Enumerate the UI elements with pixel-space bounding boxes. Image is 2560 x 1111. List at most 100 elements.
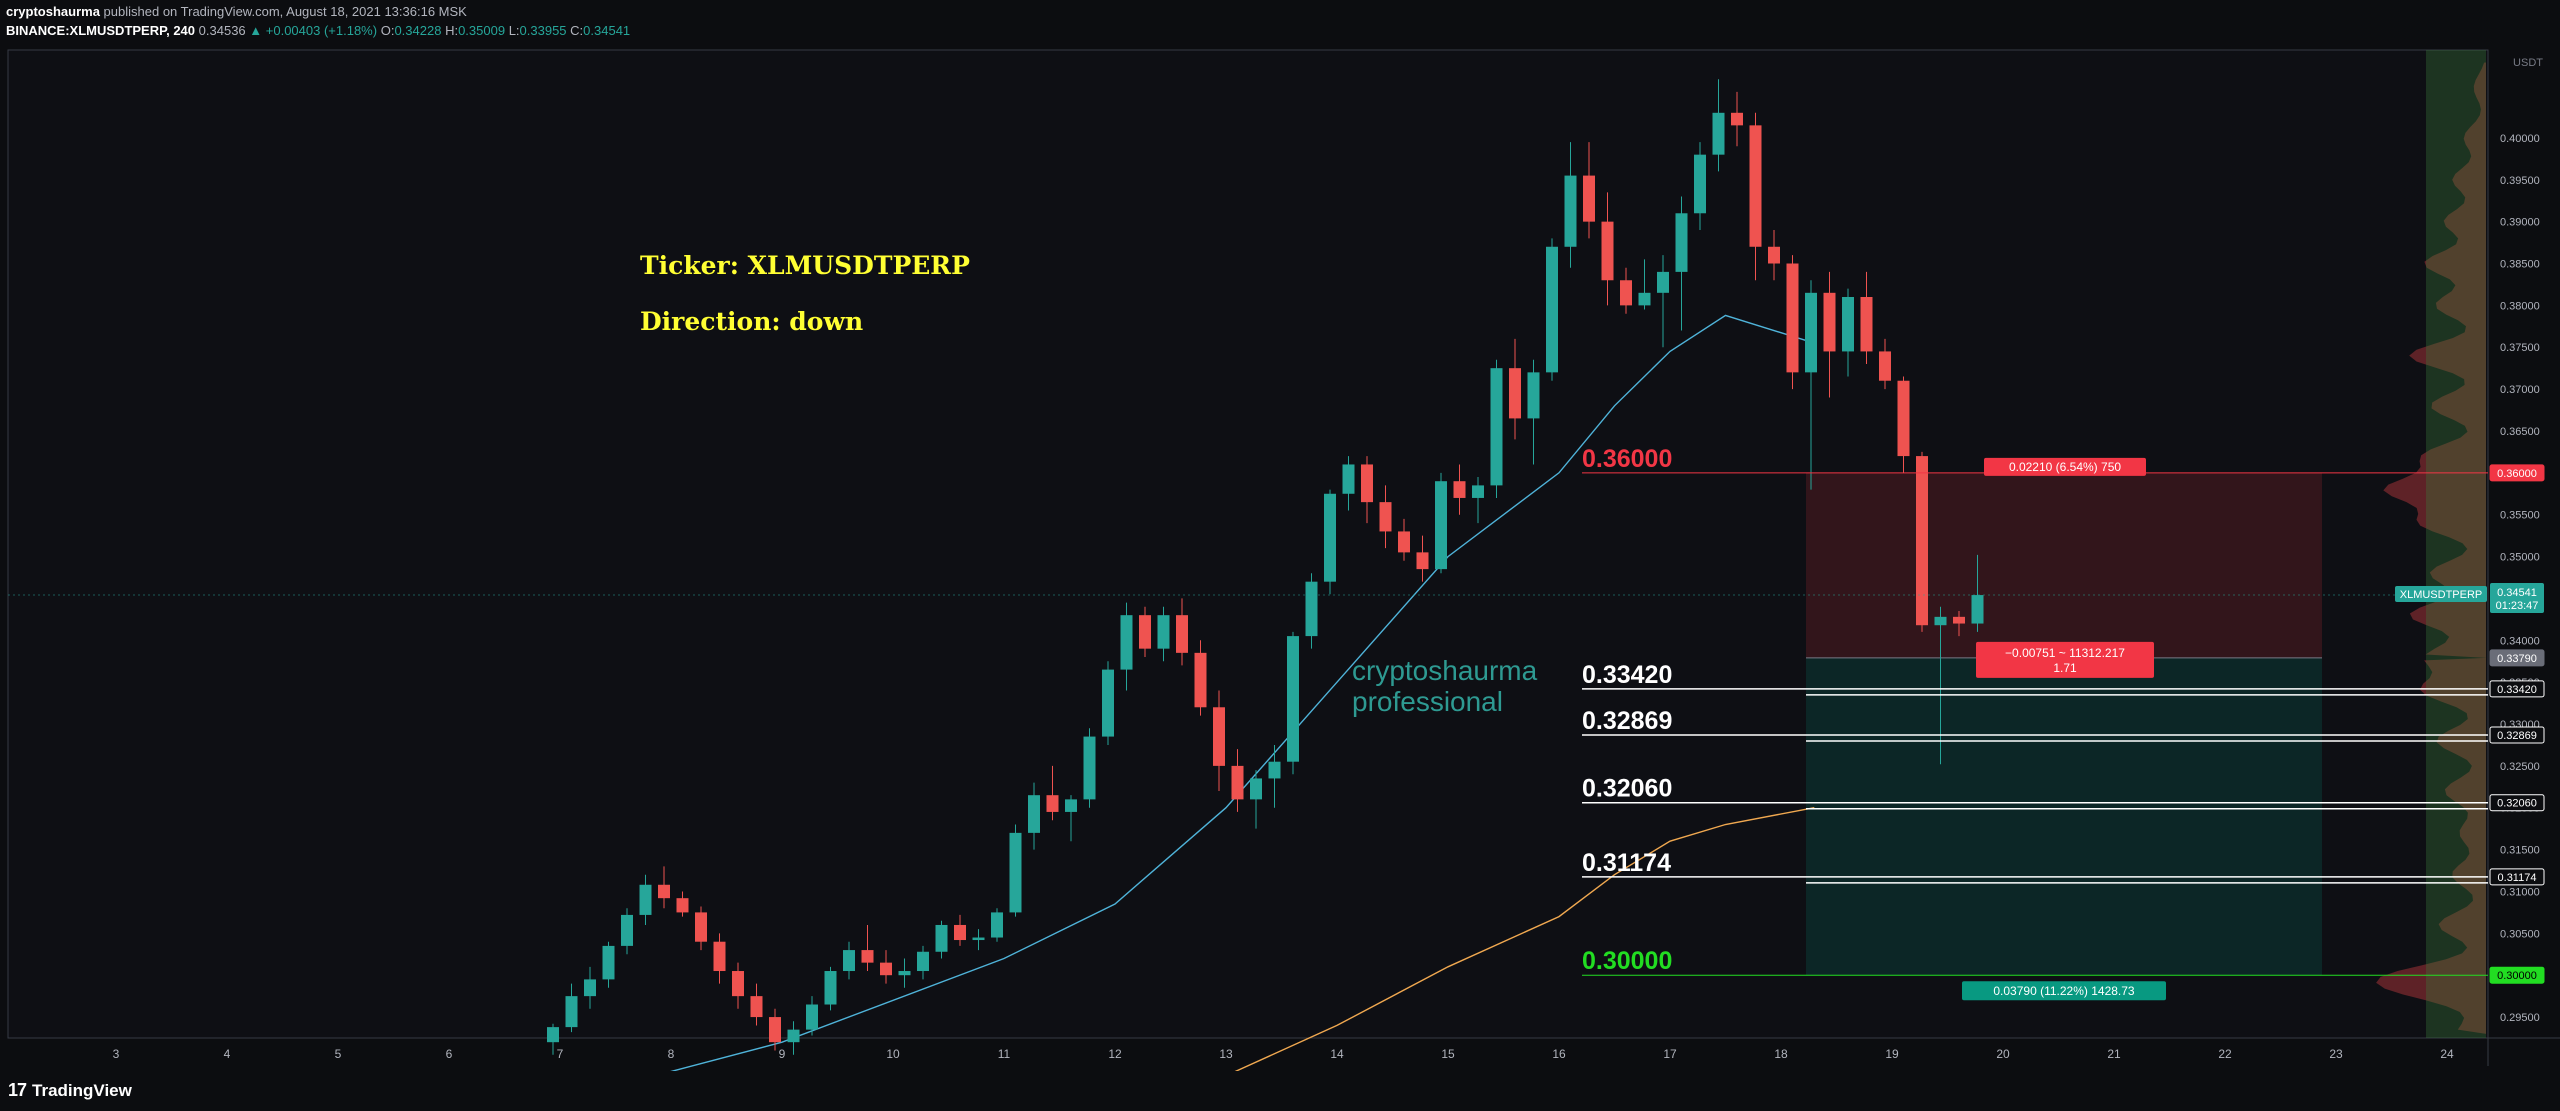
candle-body[interactable] — [1324, 493, 1336, 582]
candle-body[interactable] — [713, 941, 726, 972]
candle-body[interactable] — [1065, 799, 1077, 812]
candle-body[interactable] — [1213, 707, 1225, 766]
current-symbol-tag[interactable] — [2395, 585, 2487, 602]
candle-body[interactable] — [1176, 615, 1188, 653]
price-chart[interactable]: 0.36000 0.33420 0.32869 0.32060 0.31174 0.300… — [0, 44, 2560, 1071]
candle-body[interactable] — [787, 1029, 800, 1043]
candle-body[interactable] — [1675, 213, 1688, 272]
candle-body[interactable] — [1509, 368, 1521, 419]
candle-body[interactable] — [1472, 485, 1484, 498]
candle-body[interactable] — [1342, 464, 1355, 494]
candle-body[interactable] — [1749, 125, 1762, 247]
candle-body[interactable] — [861, 950, 874, 963]
price-tag-0.36000[interactable] — [2489, 464, 2545, 482]
candle-body[interactable] — [1860, 297, 1873, 352]
candle-body[interactable] — [1823, 292, 1836, 352]
candle-body[interactable] — [972, 937, 985, 941]
candle-body[interactable] — [935, 924, 948, 952]
candle-body[interactable] — [1879, 351, 1891, 381]
candle-body[interactable] — [1897, 380, 1910, 457]
candle-body[interactable] — [658, 884, 670, 899]
candle-body[interactable] — [621, 914, 633, 946]
candle-body[interactable] — [1786, 263, 1799, 373]
candle-body[interactable] — [1379, 502, 1392, 532]
candle-body[interactable] — [732, 971, 744, 997]
candle-body[interactable] — [750, 996, 763, 1018]
candle-body[interactable] — [1046, 795, 1059, 812]
candle-body[interactable] — [806, 1004, 818, 1030]
candle-body[interactable] — [1453, 481, 1466, 498]
candle-body[interactable] — [1139, 615, 1151, 649]
candle-body[interactable] — [1601, 221, 1614, 281]
candle-body[interactable] — [1546, 246, 1558, 373]
candle-body[interactable] — [1934, 616, 1947, 626]
candle-body[interactable] — [824, 971, 837, 1005]
candle-body[interactable] — [1083, 736, 1096, 800]
candle-body[interactable] — [1527, 372, 1540, 419]
level-label-0.36000: 0.36000 — [1582, 445, 1672, 473]
author-name[interactable]: cryptoshaurma — [6, 4, 100, 19]
pnl-info-box[interactable] — [1976, 641, 2154, 678]
take-profit-zone[interactable] — [1806, 657, 2322, 976]
candle-body[interactable] — [1305, 581, 1318, 637]
price-tag-0.31174[interactable] — [2489, 868, 2545, 886]
candle-body[interactable] — [954, 924, 966, 941]
candle-body[interactable] — [1157, 615, 1170, 649]
stop-loss-zone[interactable] — [1806, 472, 2322, 658]
candle-body[interactable] — [843, 950, 855, 972]
candle-body[interactable] — [1009, 832, 1022, 913]
candle-body[interactable] — [1028, 795, 1040, 833]
candle-body[interactable] — [1768, 246, 1780, 264]
candle-body[interactable] — [1194, 652, 1207, 708]
candle-body[interactable] — [1583, 175, 1595, 222]
candle-body[interactable] — [1398, 531, 1410, 553]
candle-body[interactable] — [1287, 636, 1299, 762]
candle-body[interactable] — [1620, 280, 1632, 306]
candle-body[interactable] — [1231, 765, 1244, 800]
candle-body[interactable] — [1361, 464, 1373, 503]
candle-body[interactable] — [880, 962, 892, 976]
candle-body[interactable] — [1953, 616, 1965, 624]
price-tag-0.32869[interactable] — [2489, 726, 2545, 744]
price-tag-0.33790[interactable] — [2489, 649, 2545, 667]
price-tag-0.33420[interactable] — [2489, 680, 2545, 698]
candle-body[interactable] — [1842, 297, 1854, 352]
candle-body[interactable] — [1694, 154, 1706, 214]
candle-body[interactable] — [1102, 669, 1114, 737]
price-tag-0.32060[interactable] — [2489, 794, 2545, 812]
candle-body[interactable] — [1490, 368, 1503, 486]
candle-body[interactable] — [1805, 292, 1817, 373]
target-info-box[interactable] — [1962, 981, 2166, 1001]
candle-body[interactable] — [917, 951, 929, 972]
candle-body[interactable] — [898, 971, 911, 976]
price-tick-label: 0.37500 — [2500, 342, 2540, 354]
candle-body[interactable] — [1657, 271, 1669, 293]
target-info-label: 0.03790 (11.22%) 1428.73 — [1993, 984, 2135, 998]
level-label-0.33420: 0.33420 — [1582, 661, 1672, 689]
candle-body[interactable] — [639, 884, 652, 915]
candle-body[interactable] — [1268, 761, 1281, 779]
candle-body[interactable] — [1916, 456, 1928, 626]
candle-body[interactable] — [1971, 595, 1984, 624]
stop-info-box[interactable] — [1984, 457, 2146, 476]
candle-body[interactable] — [1638, 292, 1651, 306]
candle-body[interactable] — [1416, 552, 1429, 570]
candle-body[interactable] — [695, 912, 707, 942]
candle-body[interactable] — [602, 945, 615, 980]
candle-body[interactable] — [769, 1017, 781, 1043]
candle-body[interactable] — [547, 1027, 559, 1043]
price-tag-0.30000[interactable] — [2489, 966, 2545, 984]
candle-body[interactable] — [1120, 615, 1133, 670]
candle-body[interactable] — [991, 912, 1003, 938]
candle-body[interactable] — [1250, 778, 1262, 800]
candle-body[interactable] — [1731, 112, 1743, 126]
candle-body[interactable] — [584, 979, 596, 997]
candle-body[interactable] — [676, 898, 689, 913]
candle-body[interactable] — [565, 996, 578, 1028]
candle-body[interactable] — [1712, 112, 1725, 155]
candle-body[interactable] — [1435, 481, 1447, 570]
current-price-tag[interactable] — [2490, 582, 2544, 613]
symbol-label[interactable]: BINANCE:XLMUSDTPERP, 240 — [6, 23, 196, 38]
tradingview-brand[interactable]: 17 TradingView — [8, 1080, 132, 1101]
candle-body[interactable] — [1564, 175, 1577, 247]
